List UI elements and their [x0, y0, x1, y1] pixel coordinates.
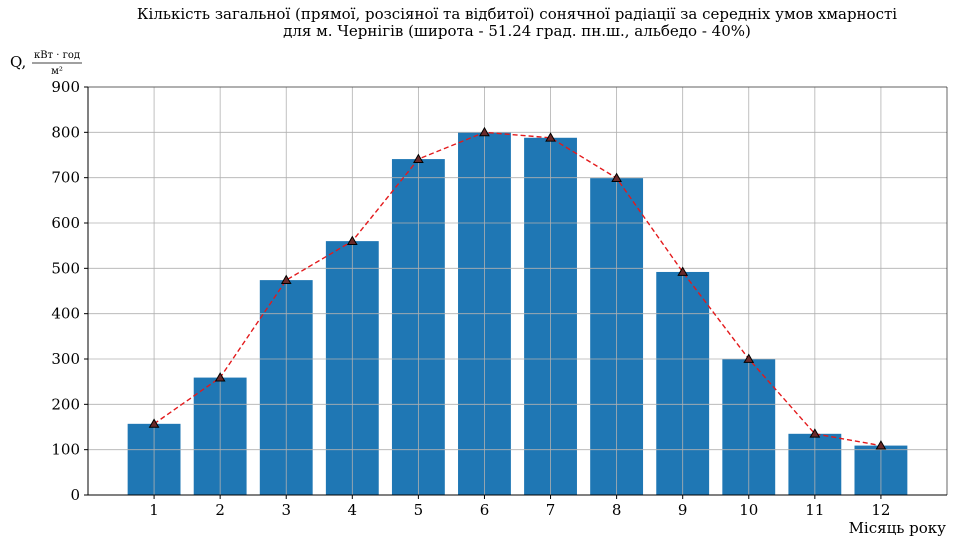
y-tick-label-700: 700: [51, 169, 80, 187]
axes: [87, 86, 948, 496]
y-tick-label-600: 600: [51, 214, 80, 232]
x-tick-label-5: 5: [414, 501, 424, 519]
y-tick-label-100: 100: [51, 441, 80, 459]
y-tick-label-800: 800: [51, 123, 80, 141]
x-tick-label-7: 7: [546, 501, 556, 519]
trend-marker-month-11: [809, 428, 821, 438]
chart-title-line2: для м. Чернігів (широта - 51.24 град. пн…: [283, 22, 751, 40]
x-tick-label-12: 12: [871, 501, 890, 519]
y-tick-label-900: 900: [51, 78, 80, 96]
x-tick-label-4: 4: [348, 501, 358, 519]
y-axis-label-denominator: м²: [51, 66, 63, 77]
y-axis-label-prefix: Q,: [10, 53, 26, 71]
trend-marker-month-1: [148, 418, 160, 428]
trend-line: [153, 131, 882, 447]
x-axis-label: Місяць року: [849, 519, 947, 537]
trend-marker-month-3: [280, 274, 292, 284]
trend-marker-month-4: [346, 235, 358, 246]
y-tick-label-0: 0: [70, 486, 80, 504]
trend-marker-month-5: [413, 153, 424, 163]
x-tick-label-3: 3: [281, 501, 291, 519]
trend-marker-month-2: [214, 372, 226, 382]
y-tick-label-500: 500: [51, 259, 80, 277]
y-tick-label-300: 300: [51, 350, 80, 368]
trend-marker-month-8: [611, 172, 622, 182]
trend-marker-month-10: [743, 353, 755, 363]
trend-marker-month-9: [677, 266, 689, 276]
trend-marker-month-7: [545, 132, 556, 142]
y-tick-label-200: 200: [51, 395, 80, 413]
x-tick-label-10: 10: [739, 501, 758, 519]
x-tick-label-1: 1: [149, 501, 159, 519]
y-axis-label-numerator: кВт · год: [34, 50, 80, 61]
x-tick-label-9: 9: [678, 501, 688, 519]
x-tick-label-2: 2: [215, 501, 225, 519]
trend-marker-month-12: [875, 440, 887, 450]
x-tick-label-11: 11: [805, 501, 824, 519]
y-tick-label-400: 400: [51, 305, 80, 323]
x-tick-label-8: 8: [612, 501, 622, 519]
trend-marker-month-6: [479, 126, 490, 137]
x-tick-label-6: 6: [480, 501, 490, 519]
trend-line-series: [148, 126, 887, 450]
chart-title-line1: Кількість загальної (прямої, розсіяної т…: [137, 5, 897, 23]
